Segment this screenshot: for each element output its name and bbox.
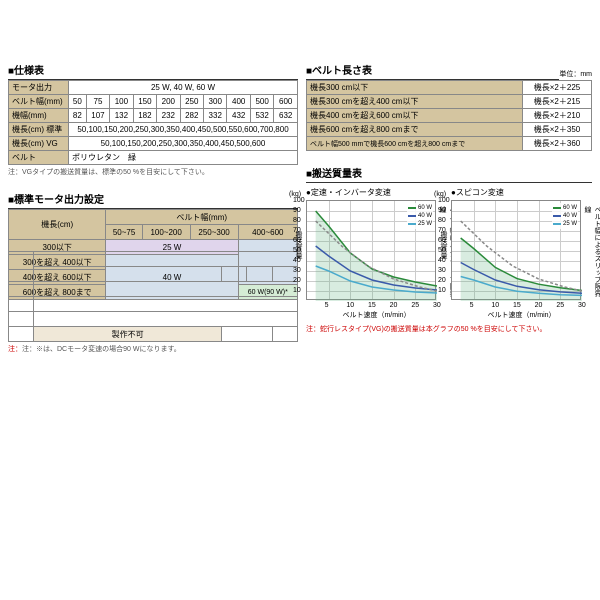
chart2: 搬送質量 ベルト幅によるスリップ限界線 10203040506070809010… [451, 200, 581, 300]
chart2-title: ●スピコン変速 [451, 187, 592, 198]
spec-table: モータ出力25 W, 40 W, 60 W ベルト幅(mm) 507510015… [8, 80, 298, 165]
beltlen-unit: 単位：mm [559, 69, 592, 79]
charts-title: ■搬送質量表 [306, 163, 592, 183]
spec-title: ■仕様表 [8, 60, 298, 80]
beltlen-table: 機長300 cm以下機長×2＋225 機長300 cmを超え400 cm以下機長… [306, 80, 592, 151]
charts-note: 注：蛇行レスタイプ(VG)の搬送質量は本グラフの50 %を目安にして下さい。 [306, 324, 592, 334]
chart1: 搬送質量 ベルト幅によるスリップ限界線 10203040506070809010… [306, 200, 436, 300]
chart1-title: ●定速・インバータ変速 [306, 187, 447, 198]
motor-table-overlay: 製作不可 [8, 251, 298, 342]
spec-note: 注：VGタイプの搬送質量は、標準の50 %を目安にして下さい。 [8, 167, 298, 177]
motor-title: ■標準モータ出力設定 [8, 189, 298, 209]
beltlen-title: ■ベルト長さ表 [306, 60, 559, 80]
motor-note: 注：注：※は、DCモータ変速の場合90 Wになります。 [8, 344, 298, 354]
